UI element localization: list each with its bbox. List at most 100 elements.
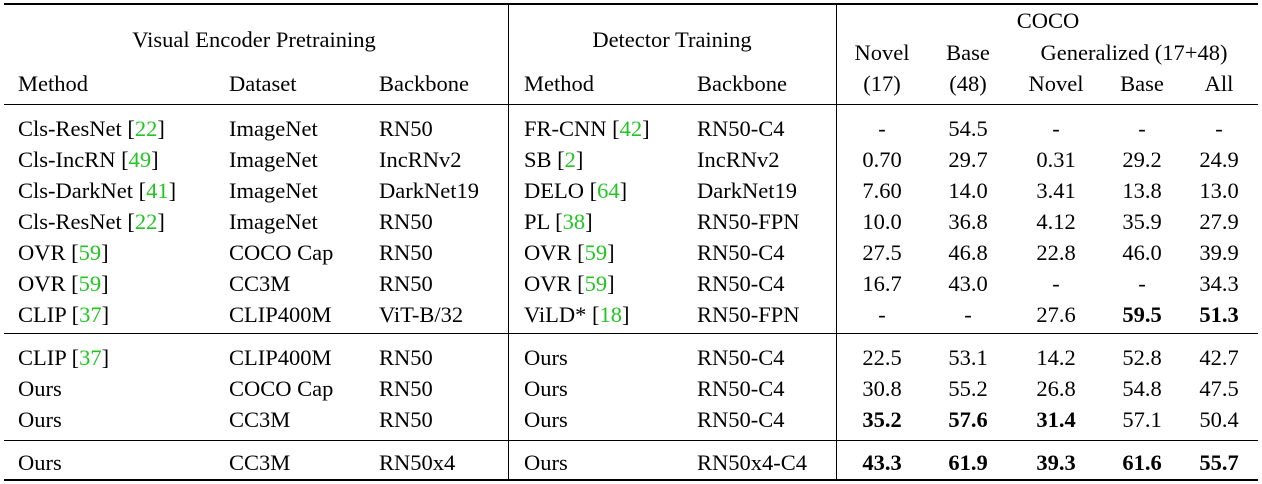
pretrain-method-cell: Ours — [18, 376, 62, 402]
detector-backbone: RN50-C4 — [697, 407, 785, 432]
generalized-base: 35.9 — [1122, 209, 1162, 234]
detector-method-cell: FR-CNN [42] — [524, 116, 650, 142]
col-header-method: Method — [18, 71, 88, 96]
detector-method-citation: [38] — [549, 209, 593, 234]
coco-base-48: 55.2 — [948, 376, 988, 401]
citation-number: 59 — [78, 271, 102, 296]
detector-method: FR-CNN — [524, 116, 607, 141]
citation-number: 18 — [599, 302, 623, 327]
detector-method-citation: [59] — [571, 240, 615, 265]
col-header-dataset: Dataset — [229, 71, 297, 96]
detector-method: ViLD* — [524, 302, 587, 327]
pretrain-dataset: CLIP400M — [229, 302, 332, 327]
coco-novel-17: 35.2 — [862, 407, 902, 432]
generalized-novel: - — [1052, 271, 1060, 296]
pretrain-method-citation: [22] — [121, 209, 165, 234]
citation-number: 41 — [146, 178, 169, 203]
detector-method-cell: SB [2] — [524, 147, 583, 173]
citation-number: 49 — [128, 147, 152, 172]
generalized-all: 47.5 — [1199, 376, 1239, 401]
detector-method-cell: DELO [64] — [524, 178, 627, 204]
detector-backbone: RN50-C4 — [697, 345, 785, 370]
pretrain-method: OVR — [18, 240, 66, 265]
generalized-novel: 26.8 — [1036, 376, 1076, 401]
group-header-coco: COCO — [1016, 8, 1080, 33]
coco-novel-17: 7.60 — [862, 178, 902, 203]
pretrain-method-citation: [37] — [65, 345, 110, 370]
generalized-base: - — [1138, 116, 1146, 141]
detector-method: Ours — [524, 407, 568, 432]
pretrain-backbone: RN50 — [379, 407, 433, 432]
generalized-novel: 14.2 — [1036, 345, 1076, 370]
pretrain-method-cell: Cls-ResNet [22] — [18, 116, 165, 142]
pretrain-dataset: CLIP400M — [229, 345, 332, 370]
coco-novel-17: 27.5 — [862, 240, 902, 265]
generalized-base: 29.2 — [1122, 147, 1162, 172]
group-header-detector: Detector Training — [592, 27, 752, 52]
pretrain-method: CLIP — [18, 345, 66, 370]
generalized-base: 54.8 — [1122, 376, 1162, 401]
coco-novel-17: 43.3 — [862, 450, 902, 475]
col-header-det-method: Method — [524, 71, 594, 96]
citation-number: 59 — [584, 271, 608, 296]
coco-base-48: - — [964, 302, 972, 327]
coco-base-48: 61.9 — [948, 450, 988, 475]
detector-method: Ours — [524, 450, 568, 475]
generalized-novel: 22.8 — [1036, 240, 1076, 265]
detector-method-cell: Ours — [524, 345, 568, 371]
citation-number: 37 — [79, 302, 102, 327]
citation-number: 59 — [584, 240, 608, 265]
pretrain-method-cell: Cls-IncRN [49] — [18, 147, 159, 173]
coco-novel-17: - — [878, 302, 886, 327]
generalized-base: 46.0 — [1122, 240, 1162, 265]
detector-backbone: RN50-C4 — [697, 240, 785, 265]
detector-method: DELO — [524, 178, 584, 203]
generalized-all: 50.4 — [1199, 407, 1239, 432]
pretrain-backbone: IncRNv2 — [379, 147, 462, 172]
detector-method-citation: [64] — [584, 178, 628, 203]
citation-number: 22 — [134, 116, 158, 141]
generalized-novel: 27.6 — [1036, 302, 1076, 327]
col-header-det-backbone: Backbone — [697, 71, 787, 96]
pretrain-backbone: RN50 — [379, 345, 433, 370]
col-header-gen-all: All — [1204, 71, 1234, 96]
coco-base-48: 54.5 — [948, 116, 988, 141]
detector-method: OVR — [524, 240, 572, 265]
group-header-generalized: Generalized (17+48) — [1040, 40, 1228, 65]
coco-novel-17: 0.70 — [862, 147, 902, 172]
detector-backbone: RN50-C4 — [697, 376, 785, 401]
generalized-all: 42.7 — [1199, 345, 1239, 370]
detector-method-citation: [2] — [551, 147, 584, 172]
coco-base-48: 14.0 — [948, 178, 988, 203]
section-rule-1 — [4, 333, 1258, 334]
generalized-all: 39.9 — [1199, 240, 1239, 265]
col-header-backbone: Backbone — [379, 71, 469, 96]
detector-method-cell: Ours — [524, 376, 568, 402]
pretrain-method-cell: CLIP [37] — [18, 345, 109, 371]
col-header-gen-base: Base — [1120, 71, 1164, 96]
citation-number: 64 — [597, 178, 620, 203]
pretrain-dataset: COCO Cap — [229, 376, 334, 401]
pretrain-method-citation: [37] — [65, 302, 110, 327]
generalized-novel: 3.41 — [1036, 178, 1076, 203]
citation-number: 42 — [619, 116, 643, 141]
pretrain-method-cell: Ours — [18, 407, 62, 433]
generalized-all: - — [1215, 116, 1223, 141]
pretrain-dataset: ImageNet — [229, 116, 318, 141]
detector-backbone: IncRNv2 — [697, 147, 780, 172]
coco-novel-17: 16.7 — [862, 271, 902, 296]
generalized-base: 59.5 — [1122, 302, 1162, 327]
pretrain-method: OVR — [18, 271, 66, 296]
pretrain-backbone: RN50 — [379, 271, 433, 296]
pretrain-method-cell: Cls-DarkNet [41] — [18, 178, 176, 204]
coco-novel-17: 30.8 — [862, 376, 902, 401]
generalized-base: 52.8 — [1122, 345, 1162, 370]
pretrain-method-citation: [49] — [115, 147, 159, 172]
pretrain-method-cell: Cls-ResNet [22] — [18, 209, 165, 235]
pretrain-backbone: RN50 — [379, 209, 433, 234]
generalized-all: 27.9 — [1199, 209, 1239, 234]
generalized-all: 24.9 — [1199, 147, 1239, 172]
pretrain-method-cell: Ours — [18, 450, 62, 476]
pretrain-method: Ours — [18, 407, 62, 432]
